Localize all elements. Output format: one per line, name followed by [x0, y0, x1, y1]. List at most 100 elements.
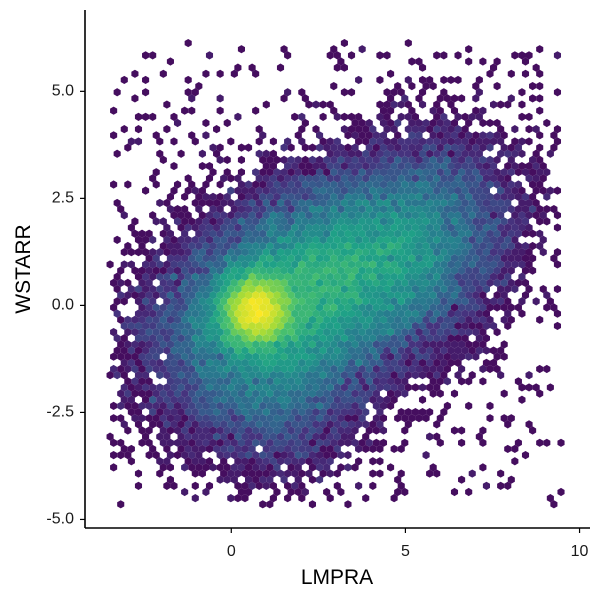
hexbin-cell [117, 278, 125, 287]
hexbin-cell [397, 100, 405, 109]
hexbin-cell [347, 248, 356, 257]
hexbin-cell [312, 100, 320, 109]
hexbin-cell [245, 254, 253, 263]
hexbin-cell [347, 383, 356, 392]
hexbin-cell [280, 414, 288, 423]
hexbin-cell [237, 192, 245, 201]
hexbin-cell [372, 192, 380, 201]
hexbin-cell [159, 364, 167, 374]
hexbin-cell [273, 241, 281, 251]
hexbin-cell [369, 309, 377, 318]
hexbin-cell [422, 143, 430, 152]
hexbin-cell [305, 457, 313, 466]
hexbin-cell [383, 358, 391, 367]
hexbin-cell [316, 328, 324, 337]
hexbin-cell [426, 284, 434, 294]
hexbin-cell [536, 131, 544, 140]
hexbin-cell [202, 426, 210, 435]
hexbin-cell [149, 309, 157, 318]
hexbin-cell [490, 358, 498, 367]
hexbin-cell [316, 389, 324, 398]
hexbin-cell [344, 426, 352, 435]
hexbin-cell [355, 272, 363, 281]
hexbin-cell [415, 192, 423, 201]
hexbin-cell [550, 303, 558, 312]
hexbin-cell [458, 229, 466, 238]
hexbin-cell [532, 186, 540, 195]
hexbin-cell [138, 303, 146, 312]
hexbin-cell [202, 487, 210, 497]
hexbin-cell [358, 217, 366, 226]
hexbin-cell [490, 137, 498, 146]
hexbin-cell [177, 284, 185, 294]
hexbin-cell [521, 57, 530, 66]
hexbin-cell [497, 260, 505, 269]
hexbin-cell [216, 414, 224, 423]
hexbin-cell [227, 137, 235, 146]
hexbin-cell [291, 211, 299, 220]
hexbin-cell [287, 315, 295, 324]
hexbin-cell [376, 198, 384, 208]
hexbin-cell [184, 186, 192, 195]
hexbin-cell [379, 254, 388, 263]
hexbin-cell [408, 192, 416, 201]
hexbin-cell [443, 131, 451, 140]
hexbin-cell [500, 266, 508, 275]
hexbin-cell [337, 414, 345, 423]
hexbin-cell [124, 143, 132, 152]
hexbin-cell [227, 358, 235, 367]
hexbin-cell [291, 235, 299, 244]
hexbin-cell [543, 364, 551, 374]
hexbin-cell [394, 205, 402, 214]
hexbin-cell [181, 205, 189, 214]
hexbin-cell [110, 401, 118, 410]
hexbin-cell [181, 254, 189, 263]
hexbin-cell [326, 334, 334, 343]
hexbin-cell [433, 371, 441, 380]
hexbin-cell [173, 118, 182, 128]
hexbin-cell [280, 45, 288, 54]
hexbin-cell [284, 420, 292, 429]
hexbin-cell [436, 217, 444, 226]
hexbin-cell [170, 395, 178, 404]
hexbin-cell [429, 291, 437, 300]
hexbin-cell [308, 291, 317, 300]
hexbin-cell [404, 334, 412, 343]
hexbin-cell [255, 260, 263, 269]
hexbin-cell [276, 432, 285, 441]
hexbin-cell [521, 229, 530, 238]
hexbin-cell [458, 352, 466, 361]
hexbin-cell [468, 272, 476, 281]
hexbin-cell [326, 235, 334, 244]
hexbin-cell [223, 340, 231, 349]
hexbin-cell [465, 487, 473, 497]
hexbin-cell [490, 248, 498, 257]
hexbin-cell [458, 143, 466, 152]
hexbin-cell [237, 463, 245, 472]
hexbin-cell [245, 463, 253, 472]
hexbin-cell [461, 174, 469, 183]
hexbin-cell [383, 272, 391, 281]
hexbin-cell [479, 155, 487, 164]
hexbin-cell [493, 254, 501, 263]
hexbin-cell [266, 451, 274, 460]
hexbin-cell [390, 174, 398, 183]
hexbin-cell [124, 401, 132, 410]
hexbin-cell [518, 395, 526, 404]
hexbin-cell [124, 451, 132, 460]
hexbin-cell [241, 371, 249, 380]
hexbin-cell [138, 389, 146, 398]
hexbin-cell [358, 131, 366, 140]
hexbin-cell [351, 340, 359, 349]
hexbin-cell [323, 315, 331, 324]
hexbin-cell [468, 174, 476, 183]
hexbin-cell [220, 272, 228, 281]
hexbin-cell [252, 340, 260, 349]
hexbin-cell [198, 321, 206, 331]
hexbin-cell [110, 451, 118, 460]
hexbin-cell [514, 229, 522, 238]
hexbin-cell [454, 211, 462, 220]
hexbin-cell [450, 352, 459, 361]
hexbin-cell [369, 211, 377, 220]
hexbin-cell [358, 278, 366, 287]
